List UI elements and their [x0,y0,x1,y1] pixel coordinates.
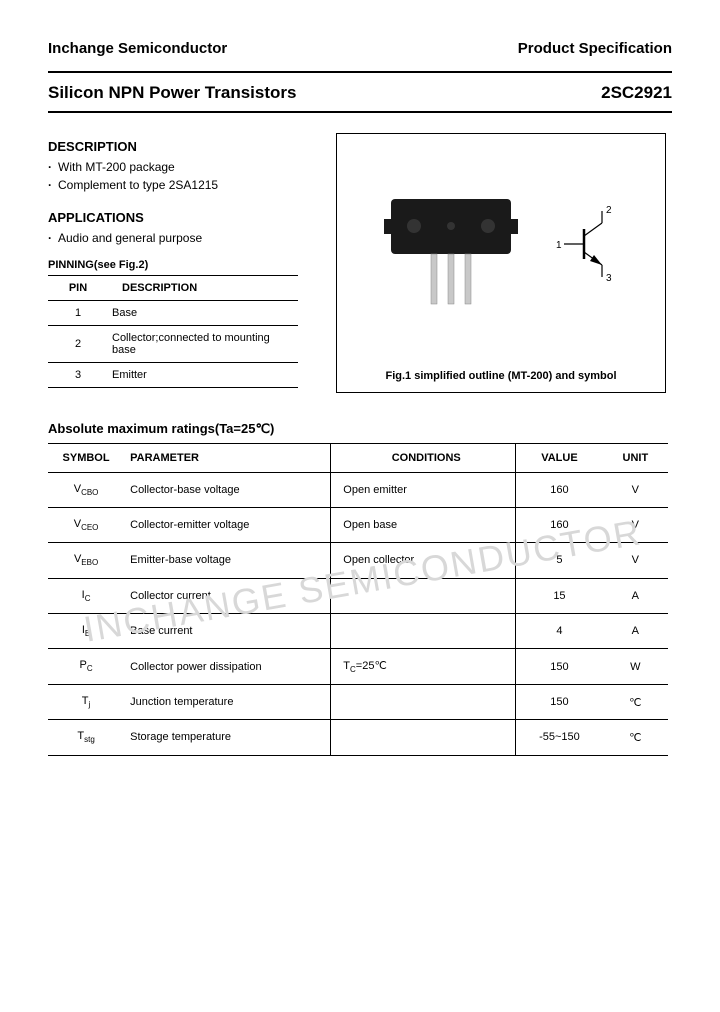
col-pin: PIN [48,276,108,301]
cell-unit: V [603,473,668,508]
cell-conditions: TC=25℃ [331,648,516,684]
cell-conditions [331,685,516,720]
cell-conditions [331,578,516,613]
figure-caption: Fig.1 simplified outline (MT-200) and sy… [385,370,616,382]
cell-value: 5 [516,543,603,578]
description-item: With MT-200 package [48,160,318,174]
cell-value: -55~150 [516,720,603,755]
table-row: ICCollector current 15A [48,578,668,613]
cell-value: 160 [516,473,603,508]
cell-symbol: VEBO [48,543,124,578]
table-row: 1 Base [48,301,298,326]
table-header-row: SYMBOL PARAMETER CONDITIONS VALUE UNIT [48,444,668,473]
cell-unit: A [603,578,668,613]
part-number: 2SC2921 [601,83,672,103]
applications-item: Audio and general purpose [48,231,318,245]
cell-parameter: Collector-base voltage [124,473,331,508]
cell-conditions: Open emitter [331,473,516,508]
product-family: Silicon NPN Power Transistors [48,83,296,103]
col-parameter: PARAMETER [124,444,331,473]
cell-value: 4 [516,613,603,648]
table-row: PCCollector power dissipationTC=25℃150W [48,648,668,684]
content-row: DESCRIPTION With MT-200 package Compleme… [48,133,672,393]
pinning-table: PIN DESCRIPTION 1 Base 2 Collector;conne… [48,275,298,388]
cell-symbol: PC [48,648,124,684]
pin-desc: Collector;connected to mounting base [108,326,298,363]
table-row: TjJunction temperature 150℃ [48,685,668,720]
table-row: IBBase current 4A [48,613,668,648]
divider-title [48,111,672,113]
cell-value: 150 [516,685,603,720]
cell-parameter: Collector power dissipation [124,648,331,684]
transistor-symbol-icon: 1 2 3 [556,199,626,289]
doc-type: Product Specification [518,40,672,57]
pin-num: 1 [48,301,108,326]
table-row: VCEOCollector-emitter voltageOpen base16… [48,508,668,543]
symbol-pin-2: 2 [606,205,612,216]
pin-desc: Emitter [108,363,298,388]
col-unit: UNIT [603,444,668,473]
cell-symbol: IC [48,578,124,613]
cell-unit: W [603,648,668,684]
table-row: TstgStorage temperature -55~150℃ [48,720,668,755]
right-column: 1 2 3 Fig.1 simplified outline (MT-200) … [336,133,672,393]
cell-unit: V [603,508,668,543]
company-name: Inchange Semiconductor [48,40,227,57]
pin-desc: Base [108,301,298,326]
figure-box: 1 2 3 Fig.1 simplified outline (MT-200) … [336,133,666,393]
divider-top [48,71,672,73]
table-row: 3 Emitter [48,363,298,388]
pinning-heading: PINNING(see Fig.2) [48,259,318,271]
col-conditions: CONDITIONS [331,444,516,473]
package-drawing: 1 2 3 [337,174,665,314]
symbol-pin-1: 1 [556,240,562,251]
cell-conditions [331,613,516,648]
ratings-table: SYMBOL PARAMETER CONDITIONS VALUE UNIT V… [48,443,668,756]
left-column: DESCRIPTION With MT-200 package Compleme… [48,133,318,393]
cell-conditions: Open base [331,508,516,543]
cell-conditions [331,720,516,755]
description-item: Complement to type 2SA1215 [48,178,318,192]
cell-parameter: Collector-emitter voltage [124,508,331,543]
ratings-heading: Absolute maximum ratings(Ta=25℃) [48,421,672,437]
cell-parameter: Collector current [124,578,331,613]
cell-symbol: Tj [48,685,124,720]
cell-value: 15 [516,578,603,613]
cell-symbol: IB [48,613,124,648]
table-row: VEBOEmitter-base voltageOpen collector5V [48,543,668,578]
cell-value: 150 [516,648,603,684]
cell-unit: A [603,613,668,648]
cell-parameter: Base current [124,613,331,648]
cell-parameter: Emitter-base voltage [124,543,331,578]
table-header-row: PIN DESCRIPTION [48,276,298,301]
cell-conditions: Open collector [331,543,516,578]
description-heading: DESCRIPTION [48,139,318,154]
cell-parameter: Junction temperature [124,685,331,720]
table-row: 2 Collector;connected to mounting base [48,326,298,363]
cell-unit: V [603,543,668,578]
title-row: Silicon NPN Power Transistors 2SC2921 [48,83,672,103]
col-symbol: SYMBOL [48,444,124,473]
cell-symbol: VCBO [48,473,124,508]
table-row: VCBOCollector-base voltageOpen emitter16… [48,473,668,508]
pin-num: 3 [48,363,108,388]
cell-unit: ℃ [603,720,668,755]
applications-heading: APPLICATIONS [48,210,318,225]
cell-value: 160 [516,508,603,543]
pin-num: 2 [48,326,108,363]
page-header: Inchange Semiconductor Product Specifica… [48,40,672,57]
cell-parameter: Storage temperature [124,720,331,755]
mt200-package-icon [376,174,526,314]
cell-symbol: VCEO [48,508,124,543]
cell-unit: ℃ [603,685,668,720]
col-desc: DESCRIPTION [108,276,298,301]
col-value: VALUE [516,444,603,473]
cell-symbol: Tstg [48,720,124,755]
symbol-pin-3: 3 [606,273,612,284]
